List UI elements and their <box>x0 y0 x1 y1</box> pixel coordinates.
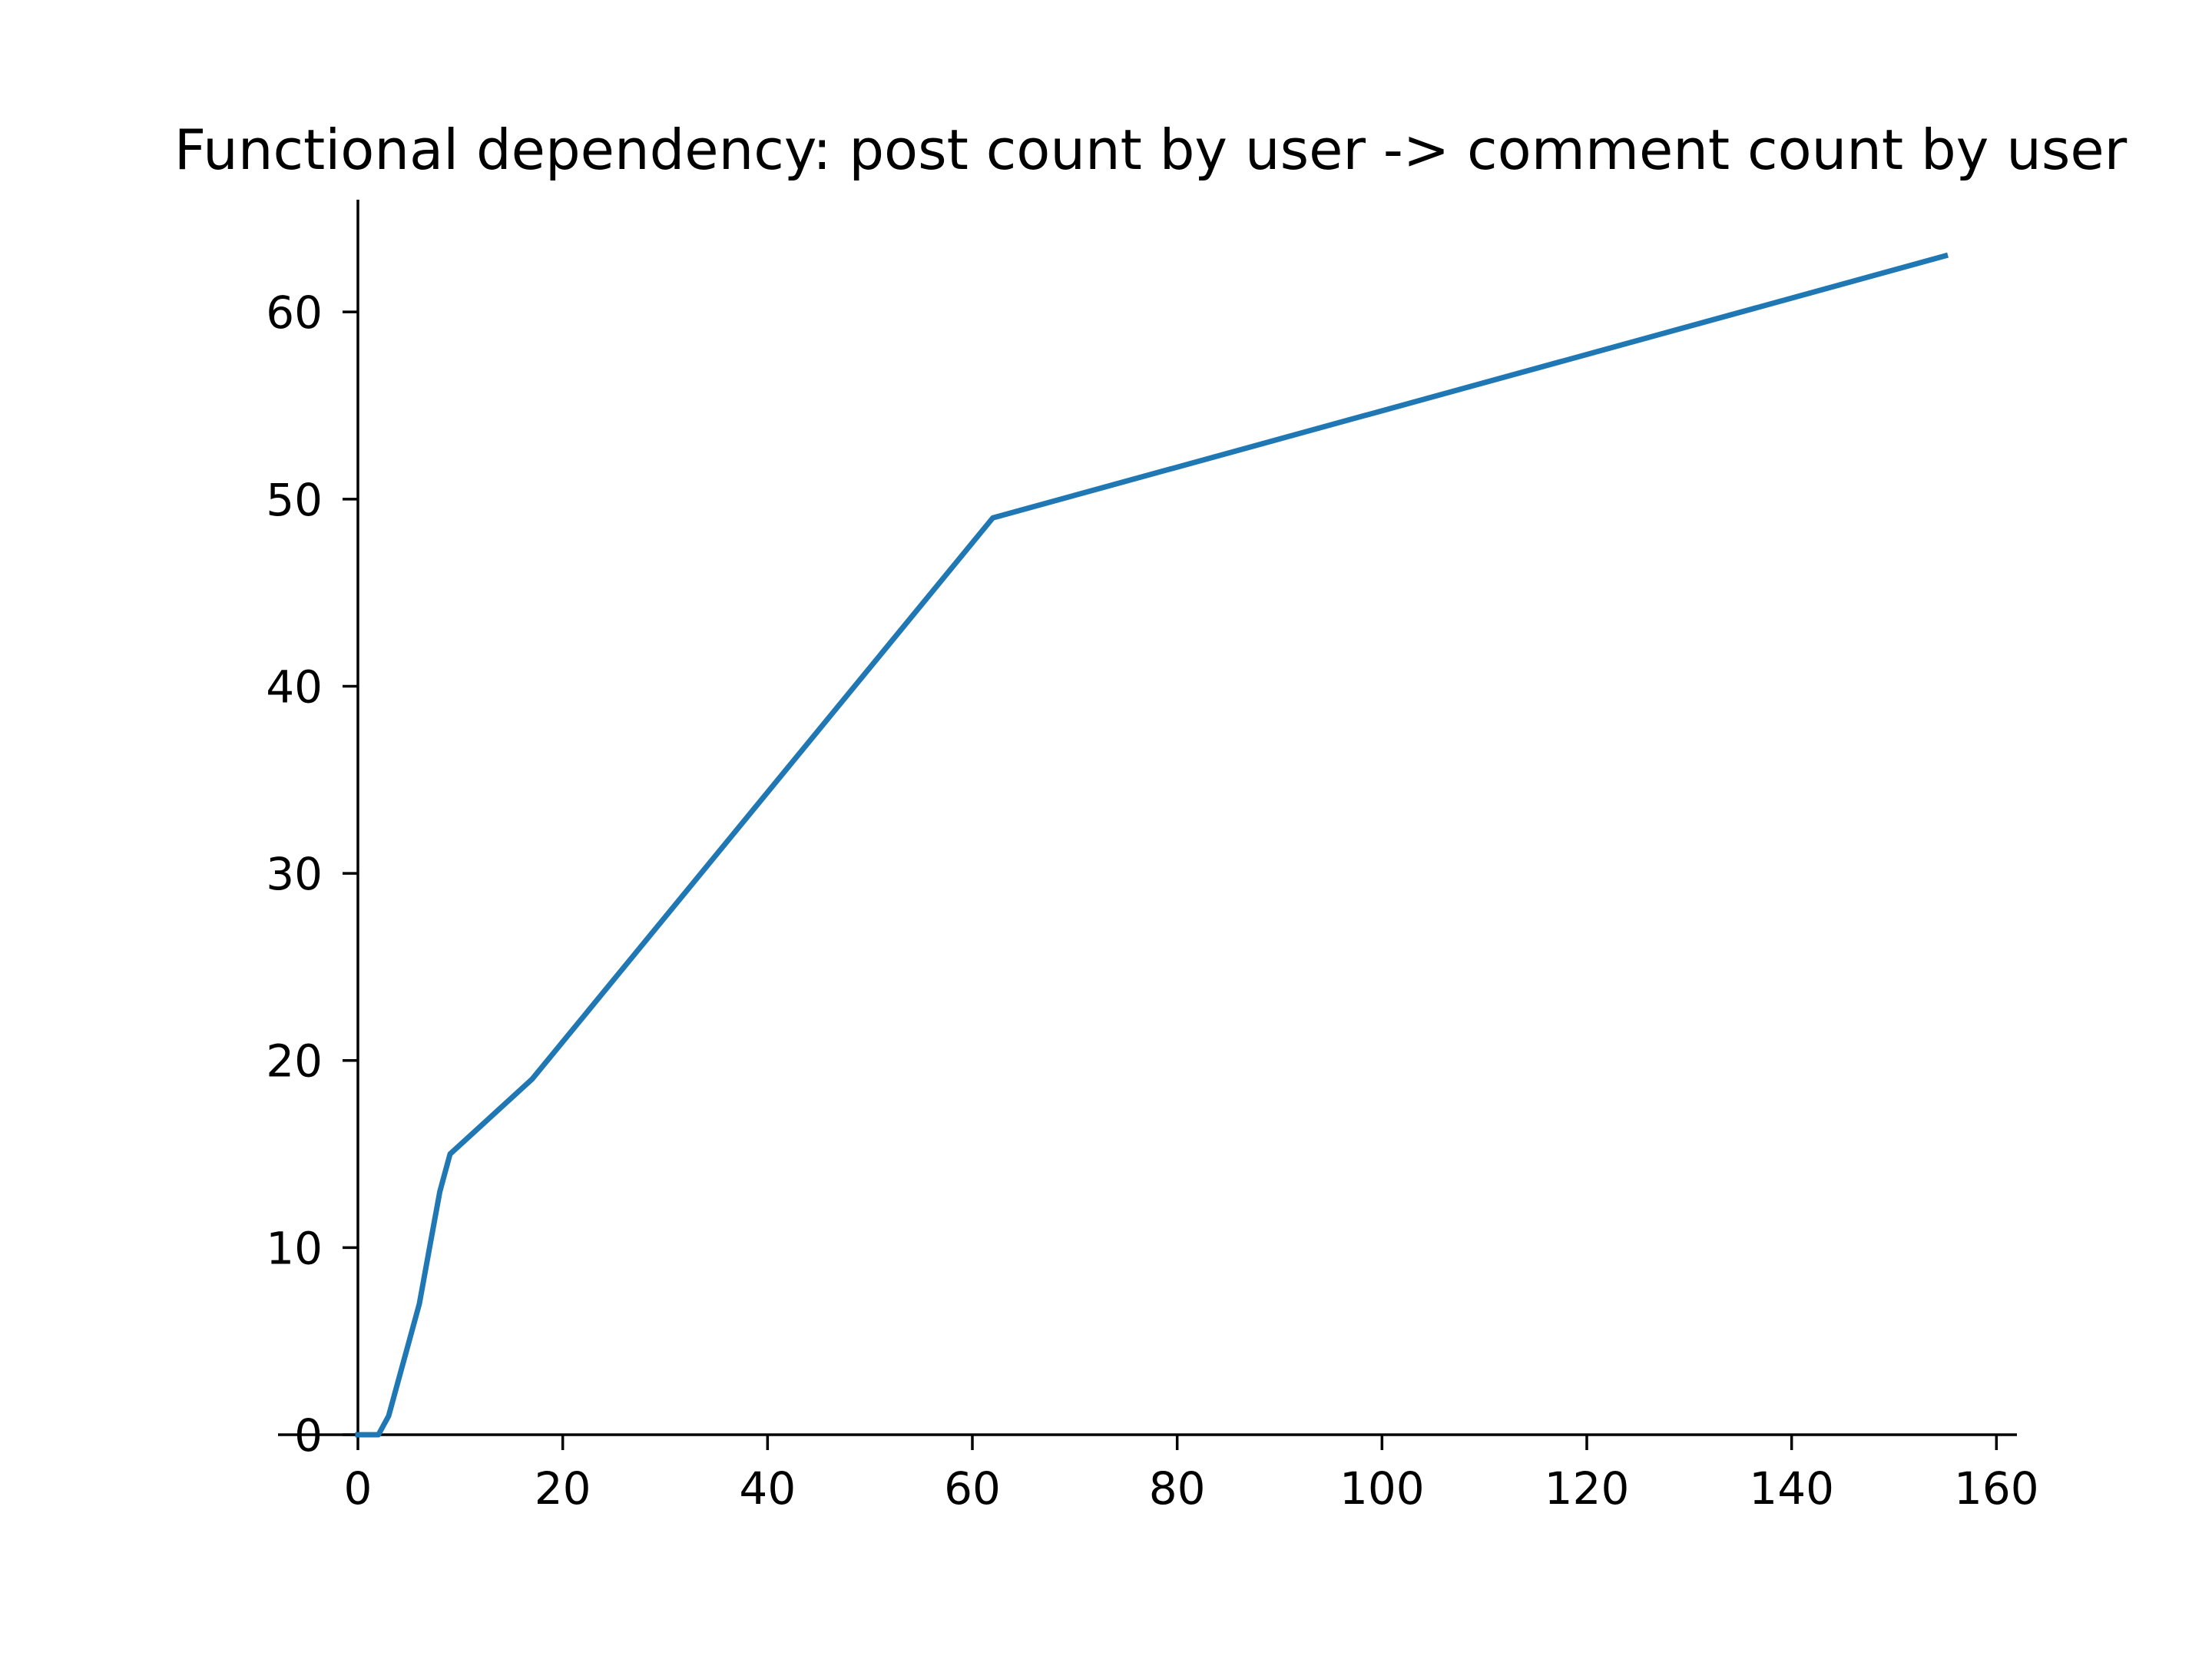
y-tick-label: 10 <box>266 1222 323 1274</box>
x-tick-label: 80 <box>1149 1462 1206 1515</box>
y-tick-label: 60 <box>266 286 323 339</box>
y-tick-label: 0 <box>294 1409 323 1462</box>
x-tick-label: 60 <box>944 1462 1001 1515</box>
series-line <box>355 252 1949 1438</box>
chart-title: Functional dependency: post count by use… <box>174 118 2128 182</box>
y-tick-label: 30 <box>266 848 323 900</box>
x-tick-label: 140 <box>1749 1462 1834 1515</box>
x-tick-label: 100 <box>1339 1462 1425 1515</box>
x-tick-label: 0 <box>344 1462 373 1515</box>
x-tick-label: 40 <box>739 1462 796 1515</box>
x-tick-label: 160 <box>1954 1462 2039 1515</box>
x-tick-label: 120 <box>1545 1462 1630 1515</box>
y-tick-label: 40 <box>266 661 323 713</box>
y-tick-label: 20 <box>266 1035 323 1088</box>
x-tick-label: 20 <box>535 1462 591 1515</box>
plot-area: 0 20 40 60 80 100 120 140 160 0 10 20 30 40 50 60 <box>266 200 2039 1515</box>
y-tick-label: 50 <box>266 474 323 526</box>
